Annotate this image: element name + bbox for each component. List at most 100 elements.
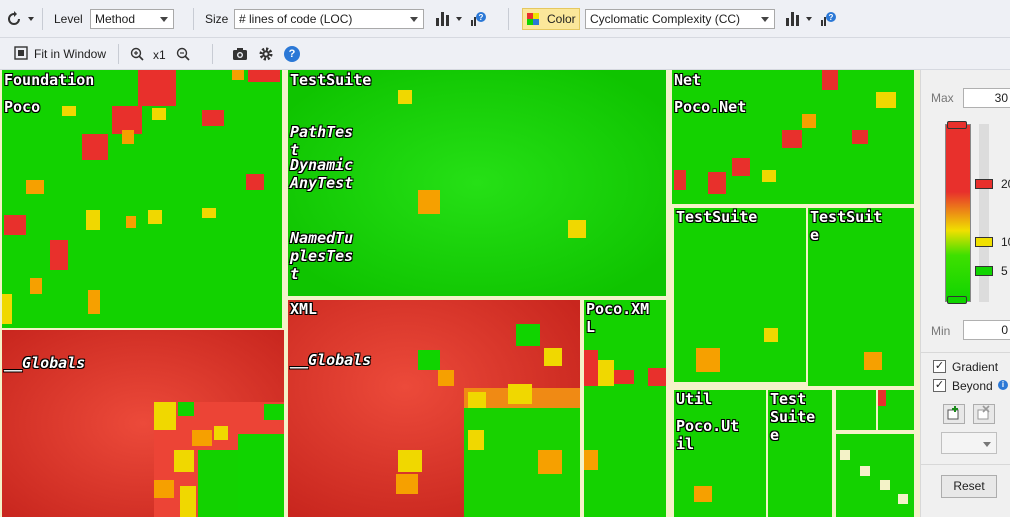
fit-in-window-button[interactable]: Fit in Window — [10, 44, 110, 64]
level-select[interactable]: Method — [90, 9, 174, 29]
gear-icon[interactable] — [258, 46, 274, 62]
threshold-handle-10[interactable] — [975, 237, 993, 247]
color-toggle-button[interactable]: Color — [522, 8, 580, 30]
size-label: Size — [205, 12, 229, 26]
label-namedtuplestest: NamedTu plesTes t — [290, 229, 354, 283]
treemap-cell-xml-globals[interactable] — [288, 300, 580, 517]
label-poco-xml: Poco.XM L — [586, 300, 650, 336]
label-util: Util — [676, 390, 713, 408]
refresh-dropdown-icon[interactable] — [28, 17, 34, 21]
label-xml: XML — [290, 300, 318, 318]
label-foundation-globals: __Globals — [4, 354, 86, 372]
zoom-in-icon[interactable] — [130, 47, 144, 61]
treemap-cell-foundation-globals[interactable] — [2, 330, 284, 517]
treemap[interactable]: Foundation Poco __Globals TestSuite Path… — [0, 70, 920, 517]
color-select-value: Cyclomatic Complexity (CC) — [590, 12, 741, 26]
label-dynamicanytest: Dynamic AnyTest — [290, 156, 354, 192]
divider — [921, 352, 1010, 353]
help-icon[interactable]: ? — [284, 46, 300, 62]
gradient-label: Gradient — [952, 360, 999, 374]
label-xml-globals: __Globals — [290, 351, 372, 369]
label-testsuite: TestSuite — [290, 71, 372, 89]
tick-5: 5 — [1001, 264, 1008, 278]
chevron-down-icon — [983, 442, 991, 447]
treemap-tiles — [2, 330, 284, 517]
bar-chart-icon[interactable] — [786, 12, 800, 26]
zoom-level: x1 — [153, 48, 166, 62]
camera-icon[interactable] — [232, 47, 248, 61]
info-icon[interactable]: i — [998, 380, 1008, 390]
color-chart-dropdown-icon[interactable] — [806, 17, 812, 21]
treemap-tiles — [836, 390, 914, 517]
size-select-value: # lines of code (LOC) — [239, 12, 353, 26]
separator — [212, 44, 213, 64]
reset-button[interactable]: Reset — [941, 475, 997, 498]
separator — [508, 8, 509, 30]
help-icon[interactable]: ? — [468, 9, 488, 29]
threshold-handle-5[interactable] — [975, 266, 993, 276]
treemap-tiles — [672, 70, 914, 204]
remove-color-button[interactable] — [973, 404, 995, 424]
max-handle[interactable] — [947, 121, 967, 129]
beyond-checkbox[interactable]: ✓ — [933, 379, 946, 392]
treemap-tiles — [584, 300, 666, 517]
treemap-cell-poco-util[interactable] — [674, 390, 766, 517]
svg-text:?: ? — [829, 13, 834, 22]
label-poco-util: Poco.Ut il — [676, 417, 740, 453]
chevron-down-icon — [160, 17, 168, 22]
zoom-out-icon[interactable] — [176, 47, 190, 61]
label-pathtest: PathTes t — [290, 123, 354, 159]
help-icon[interactable]: ? — [818, 9, 838, 29]
color-palette-icon — [527, 13, 539, 25]
threshold-handle-20[interactable] — [975, 179, 993, 189]
treemap-tiles — [808, 208, 914, 386]
label-foundation-poco: Poco — [4, 98, 41, 116]
treemap-tiles — [288, 70, 666, 296]
fit-window-icon — [14, 46, 28, 60]
treemap-tiles — [674, 390, 766, 517]
remove-icon — [977, 405, 990, 420]
label-poco-net: Poco.Net — [674, 98, 747, 116]
add-color-button[interactable] — [943, 404, 965, 424]
color-gradient-bar — [945, 124, 971, 302]
level-label: Level — [54, 12, 83, 26]
treemap-tiles — [288, 300, 580, 517]
treemap-cell-net-testsuite-b[interactable] — [808, 208, 914, 386]
treemap-cell-testsuite[interactable] — [288, 70, 666, 296]
gradient-checkbox[interactable]: ✓ — [933, 360, 946, 373]
label-foundation: Foundation — [4, 71, 95, 89]
label-net-testsuite-a: TestSuite — [676, 208, 758, 226]
min-handle[interactable] — [947, 296, 967, 304]
treemap-cell-foundation-poco[interactable] — [2, 70, 282, 328]
separator — [193, 8, 194, 30]
color-select[interactable]: Cyclomatic Complexity (CC) — [585, 9, 775, 29]
min-input[interactable]: 0 — [963, 320, 1010, 340]
treemap-cell-net-testsuite-a[interactable] — [674, 208, 806, 382]
separator — [118, 44, 119, 64]
treemap-tiles — [2, 70, 282, 328]
separator — [42, 8, 43, 30]
label-net-testsuite-b: TestSuit e — [810, 208, 883, 244]
size-chart-dropdown-icon[interactable] — [456, 17, 462, 21]
color-legend-panel: Max 30 20 10 5 Min 0 ✓ Gradient ✓ Beyond… — [920, 70, 1010, 517]
color-preset-select[interactable] — [941, 432, 997, 454]
refresh-icon[interactable] — [4, 9, 24, 29]
max-label: Max — [931, 91, 954, 105]
treemap-cell-util-testsuite[interactable] — [768, 390, 832, 517]
treemap-cell-misc[interactable] — [836, 390, 914, 517]
level-select-value: Method — [95, 12, 136, 26]
beyond-label: Beyond — [952, 379, 993, 393]
bar-chart-icon[interactable] — [436, 12, 450, 26]
size-select[interactable]: # lines of code (LOC) — [234, 9, 424, 29]
tick-20: 20 — [1001, 177, 1010, 191]
svg-text:?: ? — [479, 13, 484, 22]
tick-10: 10 — [1001, 235, 1010, 249]
label-util-testsuite: Test Suite e — [770, 390, 816, 444]
color-label: Color — [547, 12, 576, 26]
chevron-down-icon — [761, 17, 769, 22]
toolbar-bottom: Fit in Window x1 ? — [0, 38, 1010, 70]
max-input[interactable]: 30 — [963, 88, 1010, 108]
treemap-cell-poco-net[interactable] — [672, 70, 914, 204]
treemap-cell-poco-xml[interactable] — [584, 300, 666, 517]
label-net: Net — [674, 71, 702, 89]
